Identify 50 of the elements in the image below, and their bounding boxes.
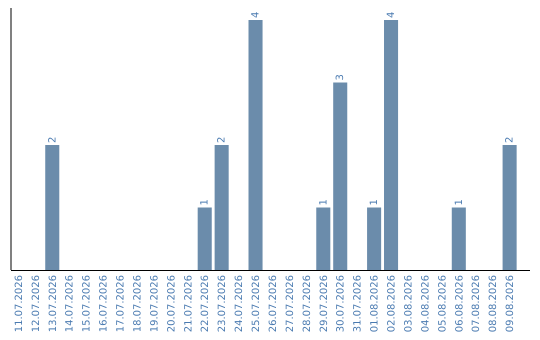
x-tick-label: 07.08.2026 [471,275,482,332]
bar [248,20,263,270]
x-tick-label: 26.07.2026 [268,275,279,332]
x-tick-label: 03.08.2026 [403,275,414,332]
x-tick-label: 27.07.2026 [284,275,296,332]
x-tick-label: 21.07.2026 [183,275,194,332]
x-tick-label: 28.07.2026 [302,275,313,332]
bar [45,145,60,270]
bar [198,208,212,270]
data-label: 4 [250,12,262,18]
x-tick-label: 09.08.2026 [505,275,516,332]
data-label: 2 [216,136,228,143]
bar [452,208,466,270]
bar [367,208,382,270]
data-label: 3 [335,74,346,80]
x-tick-label: 23.07.2026 [217,275,228,332]
bar [214,145,229,270]
data-label: 1 [369,199,380,206]
bar [384,20,398,270]
x-tick-label: 25.07.2026 [251,275,262,332]
x-tick-label: 18.07.2026 [132,275,144,332]
data-label: 1 [454,199,465,206]
data-label: 1 [200,199,211,206]
x-tick-label: 15.07.2026 [82,275,93,332]
x-tick-label: 08.08.2026 [488,275,500,332]
x-tick-label: 20.07.2026 [166,275,178,332]
x-tick-label: 24.07.2026 [234,275,246,332]
data-label: 2 [47,136,58,143]
x-tick-label: 13.07.2026 [48,275,59,332]
x-tick-label: 12.07.2026 [30,275,42,332]
x-tick-label: 14.07.2026 [64,275,76,332]
bar [502,145,517,270]
x-tick-label: 04.08.2026 [420,275,432,332]
data-label: 2 [504,136,516,143]
x-tick-label: 22.07.2026 [200,275,212,332]
bar [333,82,348,270]
x-tick-label: 02.08.2026 [386,275,398,332]
x-tick-label: 05.08.2026 [437,275,448,332]
x-tick-label: 31.07.2026 [352,275,364,332]
data-label: 1 [318,199,330,206]
bar [316,208,330,270]
x-tick-label: 01.08.2026 [370,275,381,332]
x-tick-label: 17.07.2026 [116,275,127,332]
data-label: 4 [386,12,398,18]
x-tick-label: 29.07.2026 [318,275,330,332]
x-tick-label: 19.07.2026 [149,275,160,332]
x-tick-label: 30.07.2026 [336,275,347,332]
x-tick-label: 11.07.2026 [14,275,25,332]
x-tick-label: 06.08.2026 [454,275,466,332]
x-tick-label: 16.07.2026 [98,275,110,332]
